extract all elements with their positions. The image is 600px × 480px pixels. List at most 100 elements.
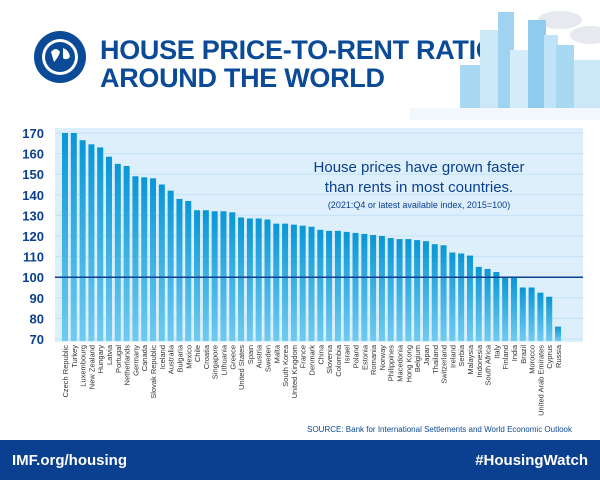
x-tick-label: Norway — [378, 345, 387, 371]
x-tick-label: Australia — [167, 344, 176, 374]
x-tick-label: Latvia — [105, 344, 114, 365]
x-tick-label: Greece — [228, 345, 237, 370]
x-tick-label: Mexico — [184, 345, 193, 369]
y-tick-label: 110 — [23, 250, 44, 265]
x-tick-label: Poland — [352, 345, 361, 368]
x-tick-label: Germany — [131, 345, 140, 376]
bar-chile — [194, 210, 201, 341]
bar-norway — [378, 236, 385, 341]
x-tick-label: Austria — [255, 344, 264, 368]
annotation-subtitle: (2021:Q4 or latest available index, 2015… — [328, 200, 510, 210]
x-tick-label: Denmark — [308, 345, 317, 376]
page-title: HOUSE PRICE-TO-RENT RATIO AROUND THE WOR… — [100, 36, 497, 92]
bar-morocco — [528, 287, 535, 341]
bar-hungary — [97, 147, 104, 341]
x-tick-label: Netherlands — [123, 345, 132, 386]
bar-malaysia — [466, 255, 473, 341]
bar-israel — [343, 231, 350, 341]
bar-belgium — [414, 240, 421, 341]
x-tick-label: Serbia — [457, 344, 466, 367]
x-tick-label: Israel — [343, 345, 352, 364]
x-tick-label: United Kingdom — [290, 345, 299, 398]
bar-italy — [493, 272, 500, 341]
x-tick-label: Philippines — [387, 345, 396, 382]
x-tick-label: Czech Republic — [61, 345, 70, 398]
y-tick-label: 150 — [22, 167, 44, 182]
bar-new-zealand — [88, 144, 95, 341]
annotation-title-1: House prices have grown faster — [314, 159, 525, 176]
bar-brazil — [519, 287, 526, 341]
footer-link[interactable]: IMF.org/housing — [12, 452, 127, 469]
bar-slovenia — [326, 230, 333, 341]
x-tick-label: Colombia — [334, 344, 343, 377]
bar-russia — [555, 326, 561, 341]
x-tick-label: Hong Kong — [404, 345, 413, 383]
x-tick-label: Singapore — [211, 345, 220, 379]
x-tick-label: France — [299, 345, 308, 368]
bar-poland — [352, 232, 359, 341]
title-line-1: HOUSE PRICE-TO-RENT RATIO — [100, 35, 497, 65]
y-tick-label: 100 — [22, 270, 44, 285]
bar-spain — [246, 218, 253, 341]
x-tick-label: India — [510, 344, 519, 361]
bar-japan — [422, 241, 429, 341]
x-tick-label: Luxembourg — [79, 345, 88, 387]
x-tick-label: United States — [237, 345, 246, 390]
x-tick-label: Chile — [193, 345, 202, 362]
bar-austria — [255, 218, 262, 341]
x-tick-label: Portugal — [114, 345, 123, 373]
x-tick-label: Morocco — [528, 345, 537, 374]
x-tick-label: Croatia — [202, 344, 211, 369]
y-tick-label: 130 — [22, 208, 44, 223]
x-tick-label: Slovenia — [325, 344, 334, 374]
bar-switzerland — [440, 245, 447, 341]
bar-thailand — [431, 244, 438, 341]
bar-united-arab-emirates — [537, 292, 544, 341]
bar-lithuania — [220, 211, 227, 341]
bar-turkey — [70, 133, 77, 341]
x-tick-label: Thailand — [431, 345, 440, 374]
bar-germany — [132, 176, 139, 341]
x-tick-label: New Zealand — [87, 345, 96, 389]
x-tick-label: Sweden — [263, 345, 272, 372]
x-tick-label: South Africa — [484, 344, 493, 385]
y-tick-label: 120 — [22, 229, 44, 244]
bar-romania — [370, 234, 377, 341]
source-note: SOURCE: Bank for International Settlemen… — [307, 425, 572, 434]
bar-sweden — [264, 219, 271, 341]
y-tick-label: 140 — [22, 188, 44, 203]
x-tick-label: Switzerland — [440, 345, 449, 384]
bar-bulgaria — [176, 198, 183, 341]
bar-iceland — [158, 184, 165, 341]
x-tick-label: South Korea — [281, 344, 290, 387]
bar-portugal — [114, 163, 121, 341]
x-tick-label: Bulgaria — [175, 344, 184, 372]
city-skyline-illustration — [410, 11, 600, 120]
x-tick-label: Estonia — [360, 344, 369, 370]
x-tick-label: Ireland — [448, 345, 457, 368]
bar-estonia — [361, 233, 368, 341]
bar-luxembourg — [79, 140, 86, 341]
bar-mexico — [185, 200, 192, 341]
y-tick-label: 70 — [30, 332, 44, 347]
y-tick-label: 90 — [30, 291, 44, 306]
footer-bar: IMF.org/housing #HousingWatch — [0, 440, 600, 480]
x-tick-label: Iceland — [158, 345, 167, 369]
y-tick-label: 80 — [30, 311, 44, 326]
x-tick-label: Malta — [272, 344, 281, 363]
x-tick-label: Slovak Republic — [149, 345, 158, 399]
annotation-title-2: than rents in most countries. — [325, 179, 513, 196]
bar-south-africa — [484, 268, 491, 341]
x-tick-label: Indonesia — [475, 344, 484, 377]
x-tick-label: Italy — [492, 345, 501, 359]
x-tick-label: Hungary — [96, 345, 105, 374]
bar-ireland — [449, 252, 456, 341]
bar-finland — [502, 277, 509, 341]
bar-india — [510, 277, 517, 341]
bar-south-korea — [282, 223, 289, 341]
bar-united-states — [238, 217, 245, 341]
bar-china — [317, 229, 324, 341]
x-tick-label: Finland — [501, 345, 510, 370]
bar-france — [299, 225, 306, 341]
x-tick-label: Belgium — [413, 345, 422, 372]
